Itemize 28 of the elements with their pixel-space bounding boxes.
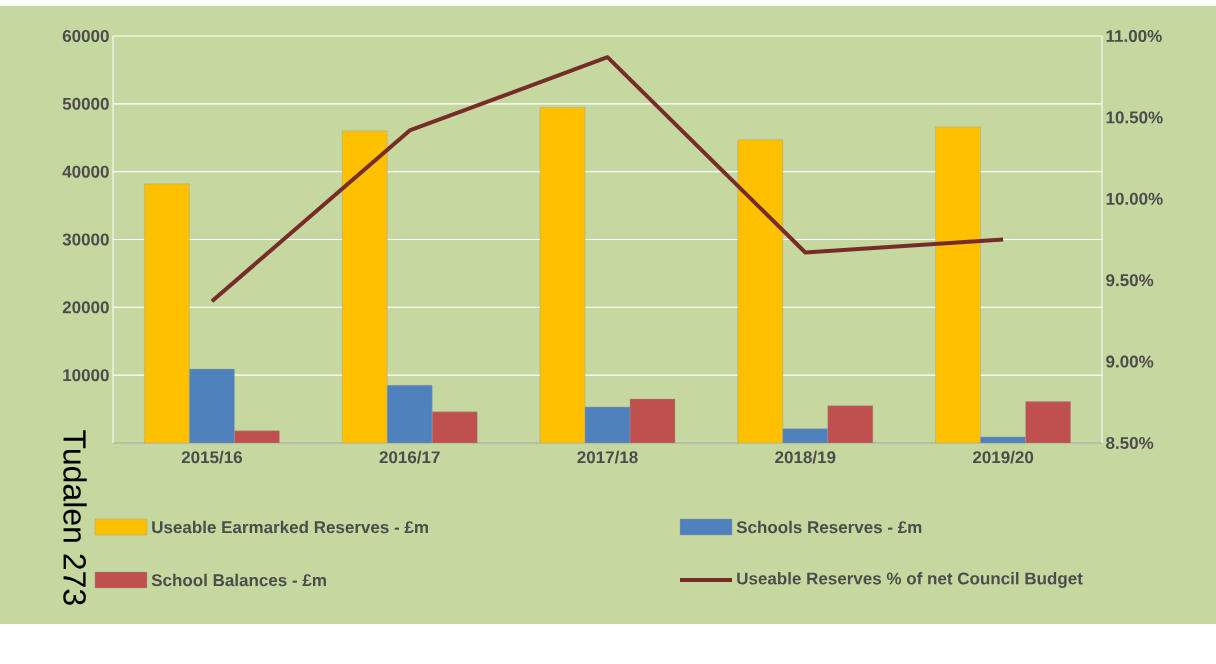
y2-tick-label: 11.00% (1106, 29, 1162, 43)
bar (737, 139, 783, 443)
x-tick-label: 2016/17 (379, 450, 440, 464)
y-tick-label: 30000 (62, 233, 109, 246)
y2-tick-label: 9.00% (1106, 355, 1154, 368)
bar (539, 107, 586, 443)
y-tick-label: 60000 (62, 29, 109, 43)
x-tick-label: 2015/16 (181, 450, 243, 464)
y2-tick-label: 9.50% (1106, 274, 1154, 287)
y-tick-label: 10000 (63, 369, 109, 382)
line-series (209, 55, 1006, 304)
text: Tudalen 273 (63, 430, 87, 605)
y-tick-label: 50000 (62, 97, 109, 110)
x-tick-label: 2018/19 (775, 450, 836, 464)
y2-tick-label: 10.00% (1106, 192, 1163, 205)
y-tick-label: 40000 (62, 165, 109, 178)
y2-tick-label: 8.50% (1106, 436, 1154, 450)
bar (342, 130, 388, 443)
bar (144, 183, 190, 443)
x-tick-label: 2017/18 (577, 450, 638, 464)
legend-label: Useable Earmarked Reserves - £m (152, 520, 428, 534)
legend-label: School Balances - £m (151, 573, 326, 587)
y2-tick-label: 10.50% (1106, 111, 1163, 124)
bar (935, 126, 981, 443)
y-tick-label: 20000 (62, 301, 109, 314)
legend-label: Schools Reserves - £m (736, 520, 922, 534)
legend-label: Useable Reserves % of net Council Budget (737, 572, 1083, 588)
x-tick-label: 2019/20 (972, 450, 1034, 464)
